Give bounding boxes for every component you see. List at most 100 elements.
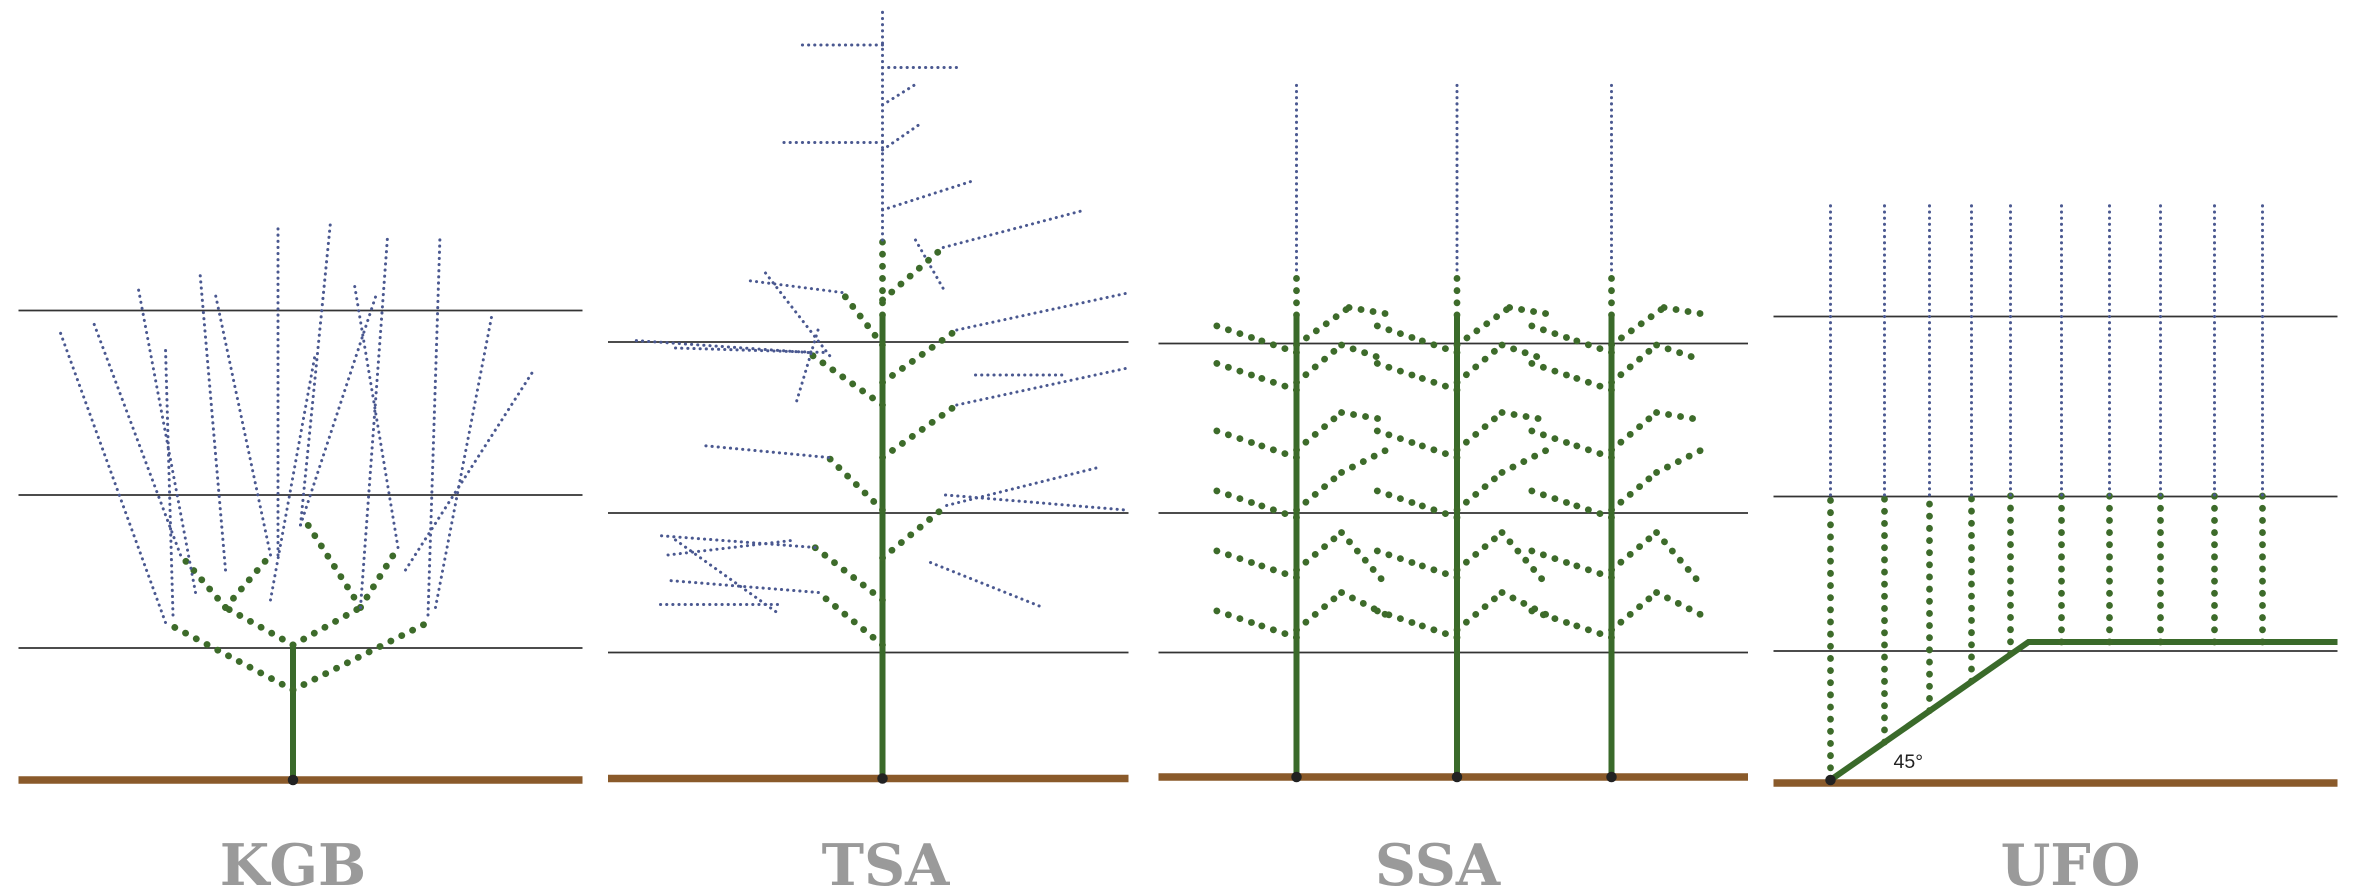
wood-shoot	[1412, 623, 1457, 638]
wood-shoot	[829, 458, 883, 511]
wood-shoot	[1522, 428, 1567, 443]
wood-shoot	[1612, 473, 1657, 511]
wood-shoot	[1367, 488, 1412, 503]
wood-shoot	[308, 525, 361, 608]
wood-shoot	[1342, 345, 1387, 360]
wood-shoot	[1567, 623, 1612, 638]
wood-shoot	[1349, 308, 1394, 316]
wood-shoot	[1297, 533, 1342, 571]
wood-shoot	[226, 608, 294, 646]
diagram: KGB TSA SSA UFO 45°	[0, 0, 2353, 891]
wood-shoot	[1522, 488, 1567, 503]
graft-point	[1606, 772, 1617, 783]
angle-label: 45°	[1894, 751, 1924, 773]
wood-shoot	[1342, 450, 1387, 473]
wood-shoot	[1567, 375, 1612, 390]
wood-shoot	[1567, 563, 1612, 578]
wood-shoot	[1657, 593, 1702, 616]
graft-point	[288, 775, 299, 786]
leader-shoot	[200, 273, 226, 570]
wood-shoot	[1457, 345, 1502, 383]
wood-shoot	[883, 330, 957, 383]
wood-shoot	[1412, 338, 1457, 353]
leader-shoot	[931, 563, 1044, 608]
wood-shoot	[1412, 503, 1457, 518]
wood-shoot	[1457, 308, 1510, 346]
wood-shoot	[1612, 345, 1657, 383]
wood-shoot	[842, 293, 883, 346]
wood-shoot	[1567, 503, 1612, 518]
wood-shoot	[1367, 548, 1412, 563]
wood-shoot	[1252, 338, 1297, 353]
system-label: SSA	[1375, 832, 1501, 891]
graft-point	[1291, 772, 1302, 783]
wood-shoot	[1207, 608, 1252, 623]
wood-shoot	[1664, 308, 1709, 316]
wood-shoot	[1612, 413, 1657, 451]
leader-shoot	[355, 285, 399, 548]
leader-shoot	[436, 312, 493, 608]
wood-shoot	[1567, 443, 1612, 458]
wood-shoot	[1412, 443, 1457, 458]
system-label: TSA	[822, 832, 951, 891]
wood-shoot	[1457, 533, 1502, 571]
wood-shoot	[1297, 413, 1342, 451]
wood-shoot	[1367, 323, 1412, 338]
wood-shoot	[1297, 473, 1342, 511]
wood-shoot	[1207, 428, 1252, 443]
leader-shoot	[361, 237, 388, 608]
leader-shoot	[94, 323, 181, 556]
wood-shoot	[1567, 338, 1612, 353]
wood-shoot	[226, 555, 271, 608]
wood-shoot	[1657, 345, 1702, 360]
wood-shoot	[1657, 450, 1702, 473]
wood-shoot	[1207, 360, 1252, 375]
wood-shoot	[1367, 428, 1412, 443]
system-label: KGB	[220, 832, 366, 891]
wood-shoot	[293, 608, 361, 646]
wood-shoot	[1367, 360, 1412, 375]
wood-shoot	[883, 248, 944, 301]
wood-shoot	[1297, 308, 1350, 346]
wood-shoot	[1252, 443, 1297, 458]
leader-shoot	[428, 236, 440, 616]
wood-shoot	[1522, 608, 1567, 623]
graft-point	[1825, 775, 1836, 786]
wood-shoot	[1657, 533, 1702, 586]
wood-shoot	[1522, 360, 1567, 375]
wood-shoot	[1457, 413, 1502, 451]
wood-shoot	[818, 593, 882, 646]
wood-shoot	[1412, 375, 1457, 390]
graft-point	[877, 773, 888, 784]
leader-shoot	[748, 281, 843, 293]
leader-shoot	[946, 495, 1126, 510]
leader-shoot	[301, 297, 376, 525]
wood-shoot	[1502, 593, 1547, 616]
labels: KGB TSA SSA UFO 45°	[220, 751, 2141, 891]
wood-shoot	[1252, 503, 1297, 518]
wood-shoot	[1457, 593, 1502, 631]
wood-shoot	[1342, 413, 1387, 421]
trees	[61, 12, 2338, 785]
wood-shoot	[1612, 533, 1657, 571]
page: KGB TSA SSA UFO 45° (() => { const data …	[0, 0, 2353, 891]
wires	[19, 311, 2338, 653]
wood-shoot	[1657, 413, 1702, 421]
leader-shoot	[947, 468, 1097, 506]
wood-shoot	[1252, 563, 1297, 578]
leader-shoot	[957, 293, 1130, 331]
wood-shoot	[1342, 533, 1387, 586]
wood-shoot	[1297, 345, 1342, 383]
wood-shoot	[815, 548, 883, 601]
ground	[19, 777, 2338, 783]
wood-shoot	[1207, 323, 1252, 338]
leader-shoot	[703, 446, 829, 458]
wood-shoot	[1510, 308, 1555, 316]
leader-shoot	[883, 180, 976, 210]
wood-shoot	[1412, 563, 1457, 578]
wood-shoot	[1207, 548, 1252, 563]
leader-shoot	[943, 210, 1085, 248]
leader-shoot	[215, 293, 271, 556]
wood-shoot	[1457, 473, 1502, 511]
wood-shoot	[883, 405, 957, 458]
